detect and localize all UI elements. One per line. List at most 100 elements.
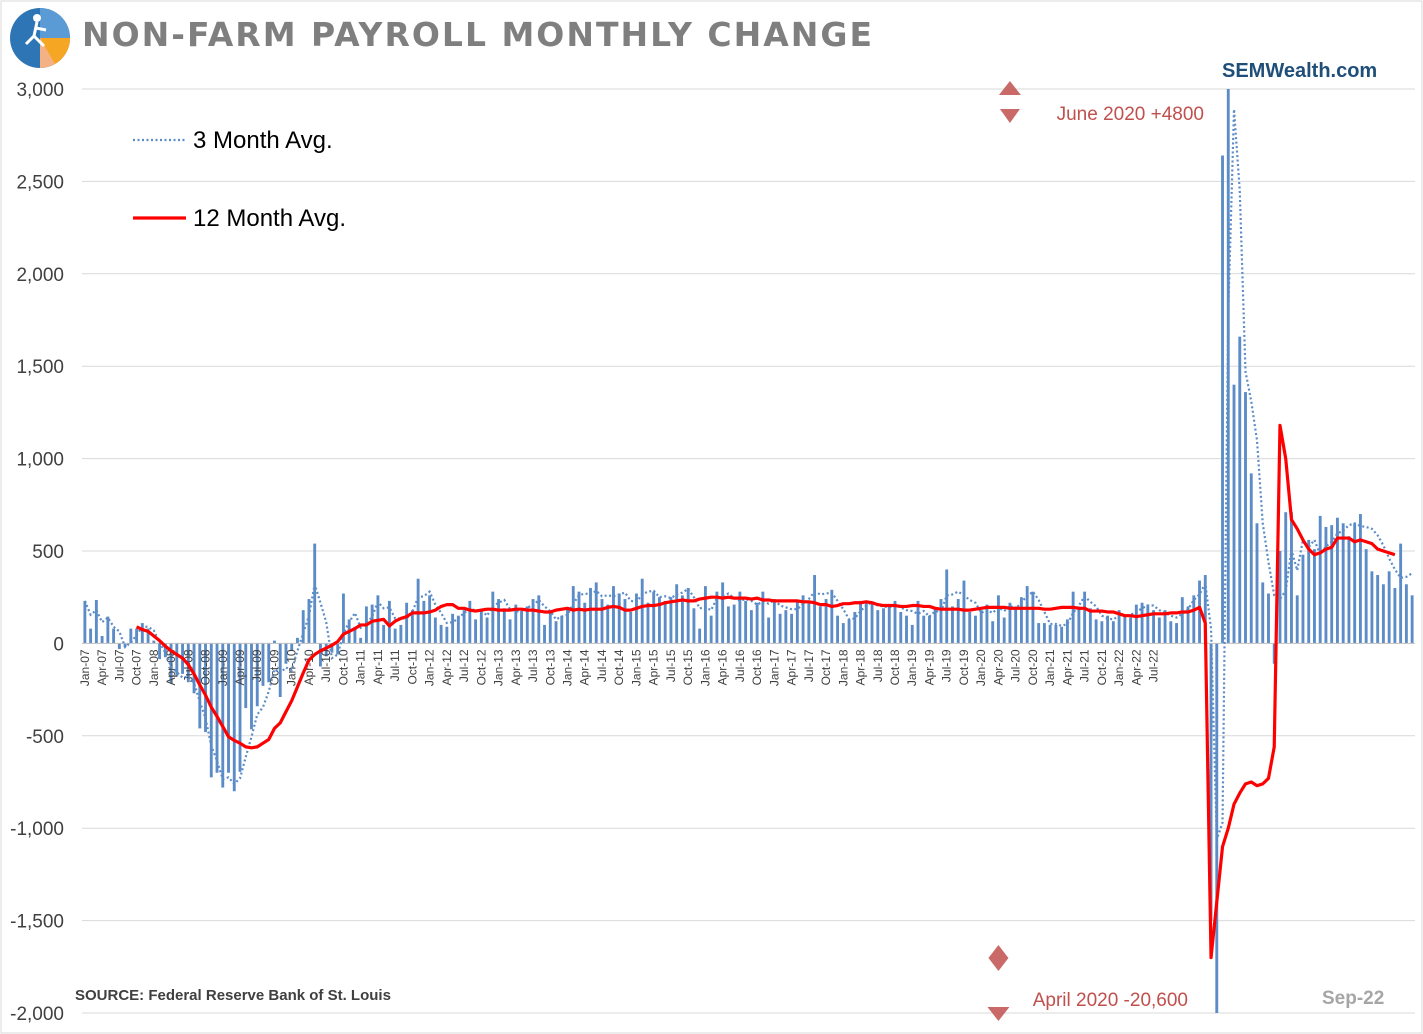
three-month-avg-line <box>83 109 1413 840</box>
bar <box>853 611 857 644</box>
chart-title: NON-FARM PAYROLL MONTHLY CHANGE <box>82 15 874 54</box>
bar <box>790 613 794 644</box>
bar <box>209 643 213 778</box>
bar <box>215 643 219 773</box>
bar <box>1232 384 1236 644</box>
bar <box>1393 587 1397 644</box>
x-tick-label: Jan-08 <box>147 649 161 686</box>
y-tick-label: -1,000 <box>10 819 64 840</box>
bar <box>916 600 920 644</box>
bar <box>583 602 587 644</box>
sem-logo-icon <box>10 8 71 68</box>
x-tick-label: Oct-08 <box>199 649 213 685</box>
x-tick-label: Jul-19 <box>940 649 954 682</box>
bar <box>1008 602 1012 644</box>
bar <box>514 604 518 644</box>
bar <box>175 643 179 676</box>
source-note: SOURCE: Federal Reserve Bank of St. Loui… <box>75 987 391 1004</box>
bar <box>554 621 558 644</box>
bar <box>341 593 345 644</box>
bar <box>1376 575 1380 644</box>
bar <box>1364 549 1368 644</box>
bar <box>997 595 1000 644</box>
bar <box>313 543 317 644</box>
x-tick-label: Oct-19 <box>957 649 971 685</box>
bar <box>250 643 253 730</box>
bar <box>100 636 104 644</box>
x-tick-label: Apr-21 <box>1060 649 1074 685</box>
bar <box>594 582 598 644</box>
bar <box>244 643 248 709</box>
bar <box>129 628 133 644</box>
bar <box>910 624 914 644</box>
x-tick-label: Oct-09 <box>267 649 281 685</box>
bar <box>623 599 627 644</box>
x-tick-label: Jan-22 <box>1112 649 1126 686</box>
twelve-month-avg-line <box>135 423 1396 960</box>
x-tick-label: Oct-10 <box>336 649 350 685</box>
bar <box>847 619 851 644</box>
bar <box>721 582 725 644</box>
bar <box>497 599 500 644</box>
bar <box>1002 617 1006 644</box>
bar <box>1129 617 1133 644</box>
bar <box>479 610 483 644</box>
bar <box>1318 515 1322 644</box>
bar <box>439 624 443 644</box>
bar <box>606 604 610 644</box>
bar <box>767 617 771 644</box>
y-tick-label: 0 <box>53 634 64 655</box>
bar <box>1025 586 1029 644</box>
x-tick-label: Oct-21 <box>1095 649 1109 685</box>
y-tick-label: -1,500 <box>10 912 64 933</box>
bar <box>146 628 150 644</box>
bar <box>635 593 638 644</box>
x-tick-label: Apr-07 <box>95 649 109 685</box>
bar <box>738 591 742 644</box>
y-tick-label: -500 <box>26 727 64 748</box>
bar <box>307 599 311 644</box>
annotation-june-2020: June 2020 +4800 <box>1057 104 1204 125</box>
bar <box>715 591 719 644</box>
date-label: Sep-22 <box>1322 988 1384 1009</box>
bar <box>985 604 989 644</box>
bar <box>755 602 759 644</box>
bar <box>652 591 656 644</box>
bar <box>1209 643 1213 921</box>
x-tick-label: Oct-12 <box>474 649 488 685</box>
bar <box>1140 602 1144 644</box>
bar <box>1387 571 1391 644</box>
bar <box>1111 621 1115 644</box>
bar <box>1152 610 1156 644</box>
bar <box>474 619 478 644</box>
bar <box>353 626 357 644</box>
x-tick-label: Jan-12 <box>423 649 437 686</box>
bar <box>290 643 294 651</box>
bar <box>1031 591 1035 644</box>
bar <box>1313 549 1316 644</box>
bar <box>864 602 868 644</box>
bar <box>887 606 891 644</box>
bar <box>1370 571 1374 644</box>
bar <box>1100 621 1104 644</box>
bar <box>1123 615 1127 644</box>
bar <box>508 619 512 644</box>
bar <box>1042 623 1046 644</box>
y-tick-label: 1,500 <box>16 357 64 378</box>
bar <box>1244 392 1247 644</box>
bar <box>267 643 271 683</box>
brand-label: SEMWealth.com <box>1222 60 1377 82</box>
bar <box>1284 512 1288 644</box>
bar <box>319 643 322 667</box>
bar <box>807 602 811 644</box>
bar <box>1267 593 1270 644</box>
bar <box>531 599 535 644</box>
bar <box>968 611 972 644</box>
bar <box>893 600 897 644</box>
y-axis-labels: 3,000 2,500 2,000 1,500 1,000 500 0 -500 -1,000 -… <box>10 80 64 1025</box>
annotation-arrow-icon <box>999 109 1020 123</box>
bar <box>422 600 426 644</box>
bar <box>227 643 230 773</box>
x-tick-label: Jan-17 <box>767 649 781 686</box>
